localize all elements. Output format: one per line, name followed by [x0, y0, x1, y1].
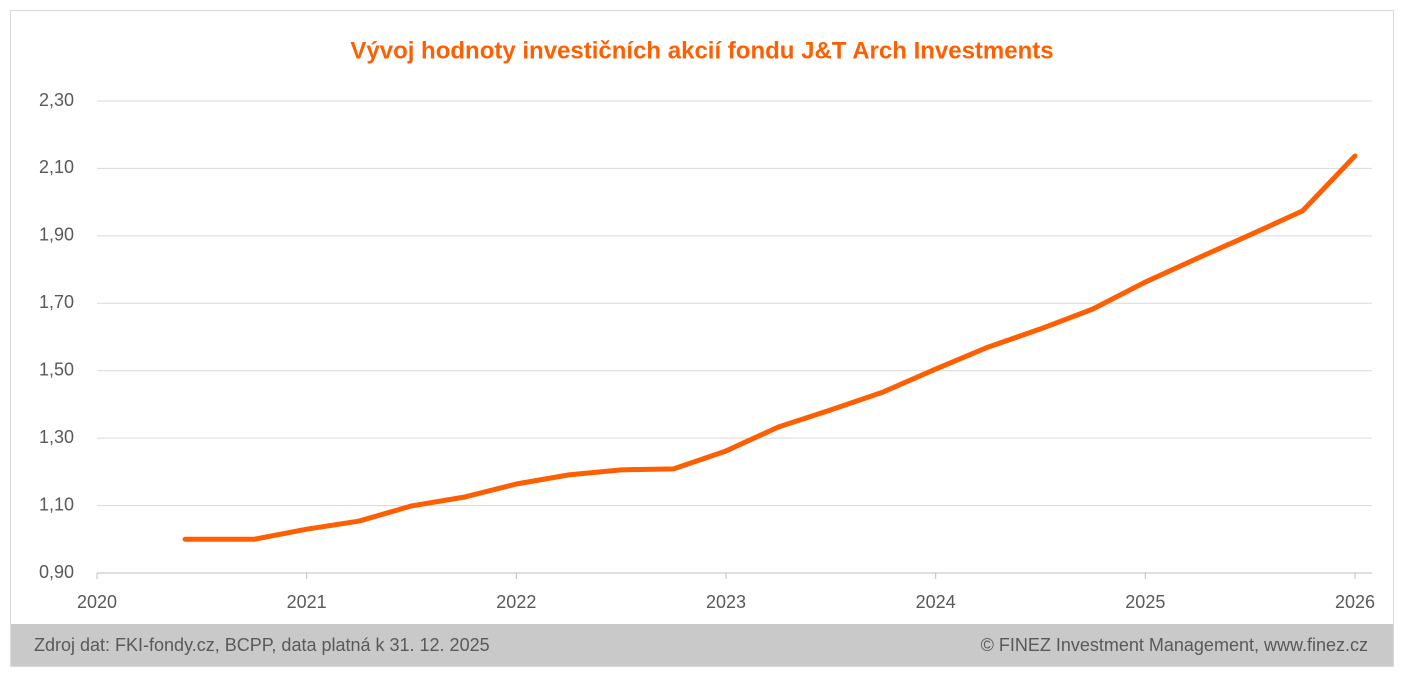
- y-tick-label: 1,50: [39, 359, 74, 379]
- x-tick-label: 2023: [706, 592, 746, 612]
- x-tick-label: 2022: [496, 592, 536, 612]
- data-line: [182, 153, 1358, 542]
- x-tick-label: 2021: [287, 592, 327, 612]
- x-tick-label: 2025: [1125, 592, 1165, 612]
- source-note: Zdroj dat: FKI-fondy.cz, BCPP, data plat…: [34, 635, 490, 655]
- x-tick-label: 2020: [77, 592, 117, 612]
- y-tick-label: 1,10: [39, 494, 74, 514]
- y-tick-label: 0,90: [39, 562, 74, 582]
- x-tick-label: 2024: [916, 592, 956, 612]
- x-tick-label: 2026: [1335, 592, 1375, 612]
- chart-frame: [10, 10, 1394, 667]
- y-tick-label: 1,70: [39, 292, 74, 312]
- credit-note: © FINEZ Investment Management, www.finez…: [981, 635, 1368, 655]
- chart-title: Vývoj hodnoty investičních akcií fondu J…: [350, 37, 1053, 64]
- y-tick-label: 1,90: [39, 225, 74, 245]
- footer-band: [11, 624, 1393, 666]
- y-tick-label: 2,10: [39, 157, 74, 177]
- y-tick-label: 1,30: [39, 427, 74, 447]
- y-tick-label: 2,30: [39, 90, 74, 110]
